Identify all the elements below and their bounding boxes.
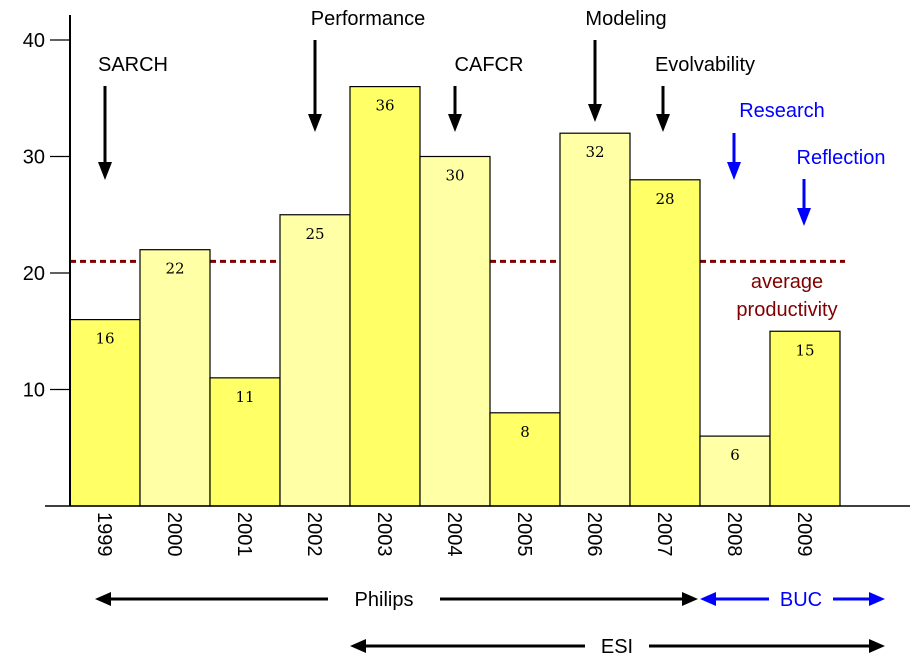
data-label: 8 <box>520 423 530 441</box>
y-tick-label: 10 <box>23 380 45 402</box>
arrow-head-icon <box>308 114 322 132</box>
annotation-label: Research <box>739 100 825 122</box>
bar-2004 <box>419 155 491 507</box>
bar-2006 <box>559 132 631 507</box>
annotation-label: Performance <box>311 8 426 30</box>
arrow-right-icon <box>869 639 885 653</box>
annotation-label: SARCH <box>98 54 168 76</box>
arrow-head-icon <box>727 162 741 180</box>
x-tick-label: 2004 <box>443 512 465 557</box>
bar-2002 <box>279 214 351 507</box>
bar-2001 <box>209 377 281 507</box>
average-label: average <box>751 271 823 293</box>
x-tick-label: 2005 <box>513 512 535 557</box>
x-tick-label: 2007 <box>653 512 675 557</box>
x-tick-label: 2006 <box>583 512 605 557</box>
period-label: Philips <box>355 589 414 611</box>
data-label: 30 <box>445 167 464 185</box>
data-label: 11 <box>235 388 254 406</box>
data-label: 28 <box>655 190 674 208</box>
period-label: ESI <box>601 636 633 658</box>
arrow-head-icon <box>448 114 462 132</box>
data-label: 25 <box>305 225 324 243</box>
data-label: 36 <box>375 97 394 115</box>
annotation-label: Modeling <box>585 8 666 30</box>
x-tick-label: 1999 <box>93 512 115 557</box>
x-tick-label: 2001 <box>233 512 255 557</box>
arrow-right-icon <box>682 592 698 606</box>
data-label: 22 <box>165 260 184 278</box>
period-label: BUC <box>780 589 822 611</box>
y-tick-label: 30 <box>23 147 45 169</box>
data-label: 15 <box>795 341 814 359</box>
x-tick-label: 2009 <box>793 512 815 557</box>
arrow-head-icon <box>98 162 112 180</box>
arrow-left-icon <box>700 592 716 606</box>
data-label: 32 <box>585 143 604 161</box>
bar-2003 <box>349 85 421 507</box>
data-label: 16 <box>95 330 114 348</box>
bar-2007 <box>629 179 701 507</box>
arrow-head-icon <box>656 114 670 132</box>
annotation-label: Reflection <box>797 147 886 169</box>
annotation-label: Evolvability <box>655 54 755 76</box>
x-tick-label: 2003 <box>373 512 395 557</box>
arrow-left-icon <box>95 592 111 606</box>
bar-2000 <box>139 249 211 507</box>
x-tick-label: 2008 <box>723 512 745 557</box>
data-label: 6 <box>730 446 740 464</box>
arrow-right-icon <box>869 592 885 606</box>
arrow-head-icon <box>588 104 602 122</box>
average-label: productivity <box>736 299 837 321</box>
x-tick-label: 2002 <box>303 512 325 557</box>
arrow-left-icon <box>350 639 366 653</box>
arrow-head-icon <box>797 208 811 226</box>
y-tick-label: 20 <box>23 263 45 285</box>
y-tick-label: 40 <box>23 30 45 52</box>
x-tick-label: 2000 <box>163 512 185 557</box>
annotation-label: CAFCR <box>455 54 524 76</box>
